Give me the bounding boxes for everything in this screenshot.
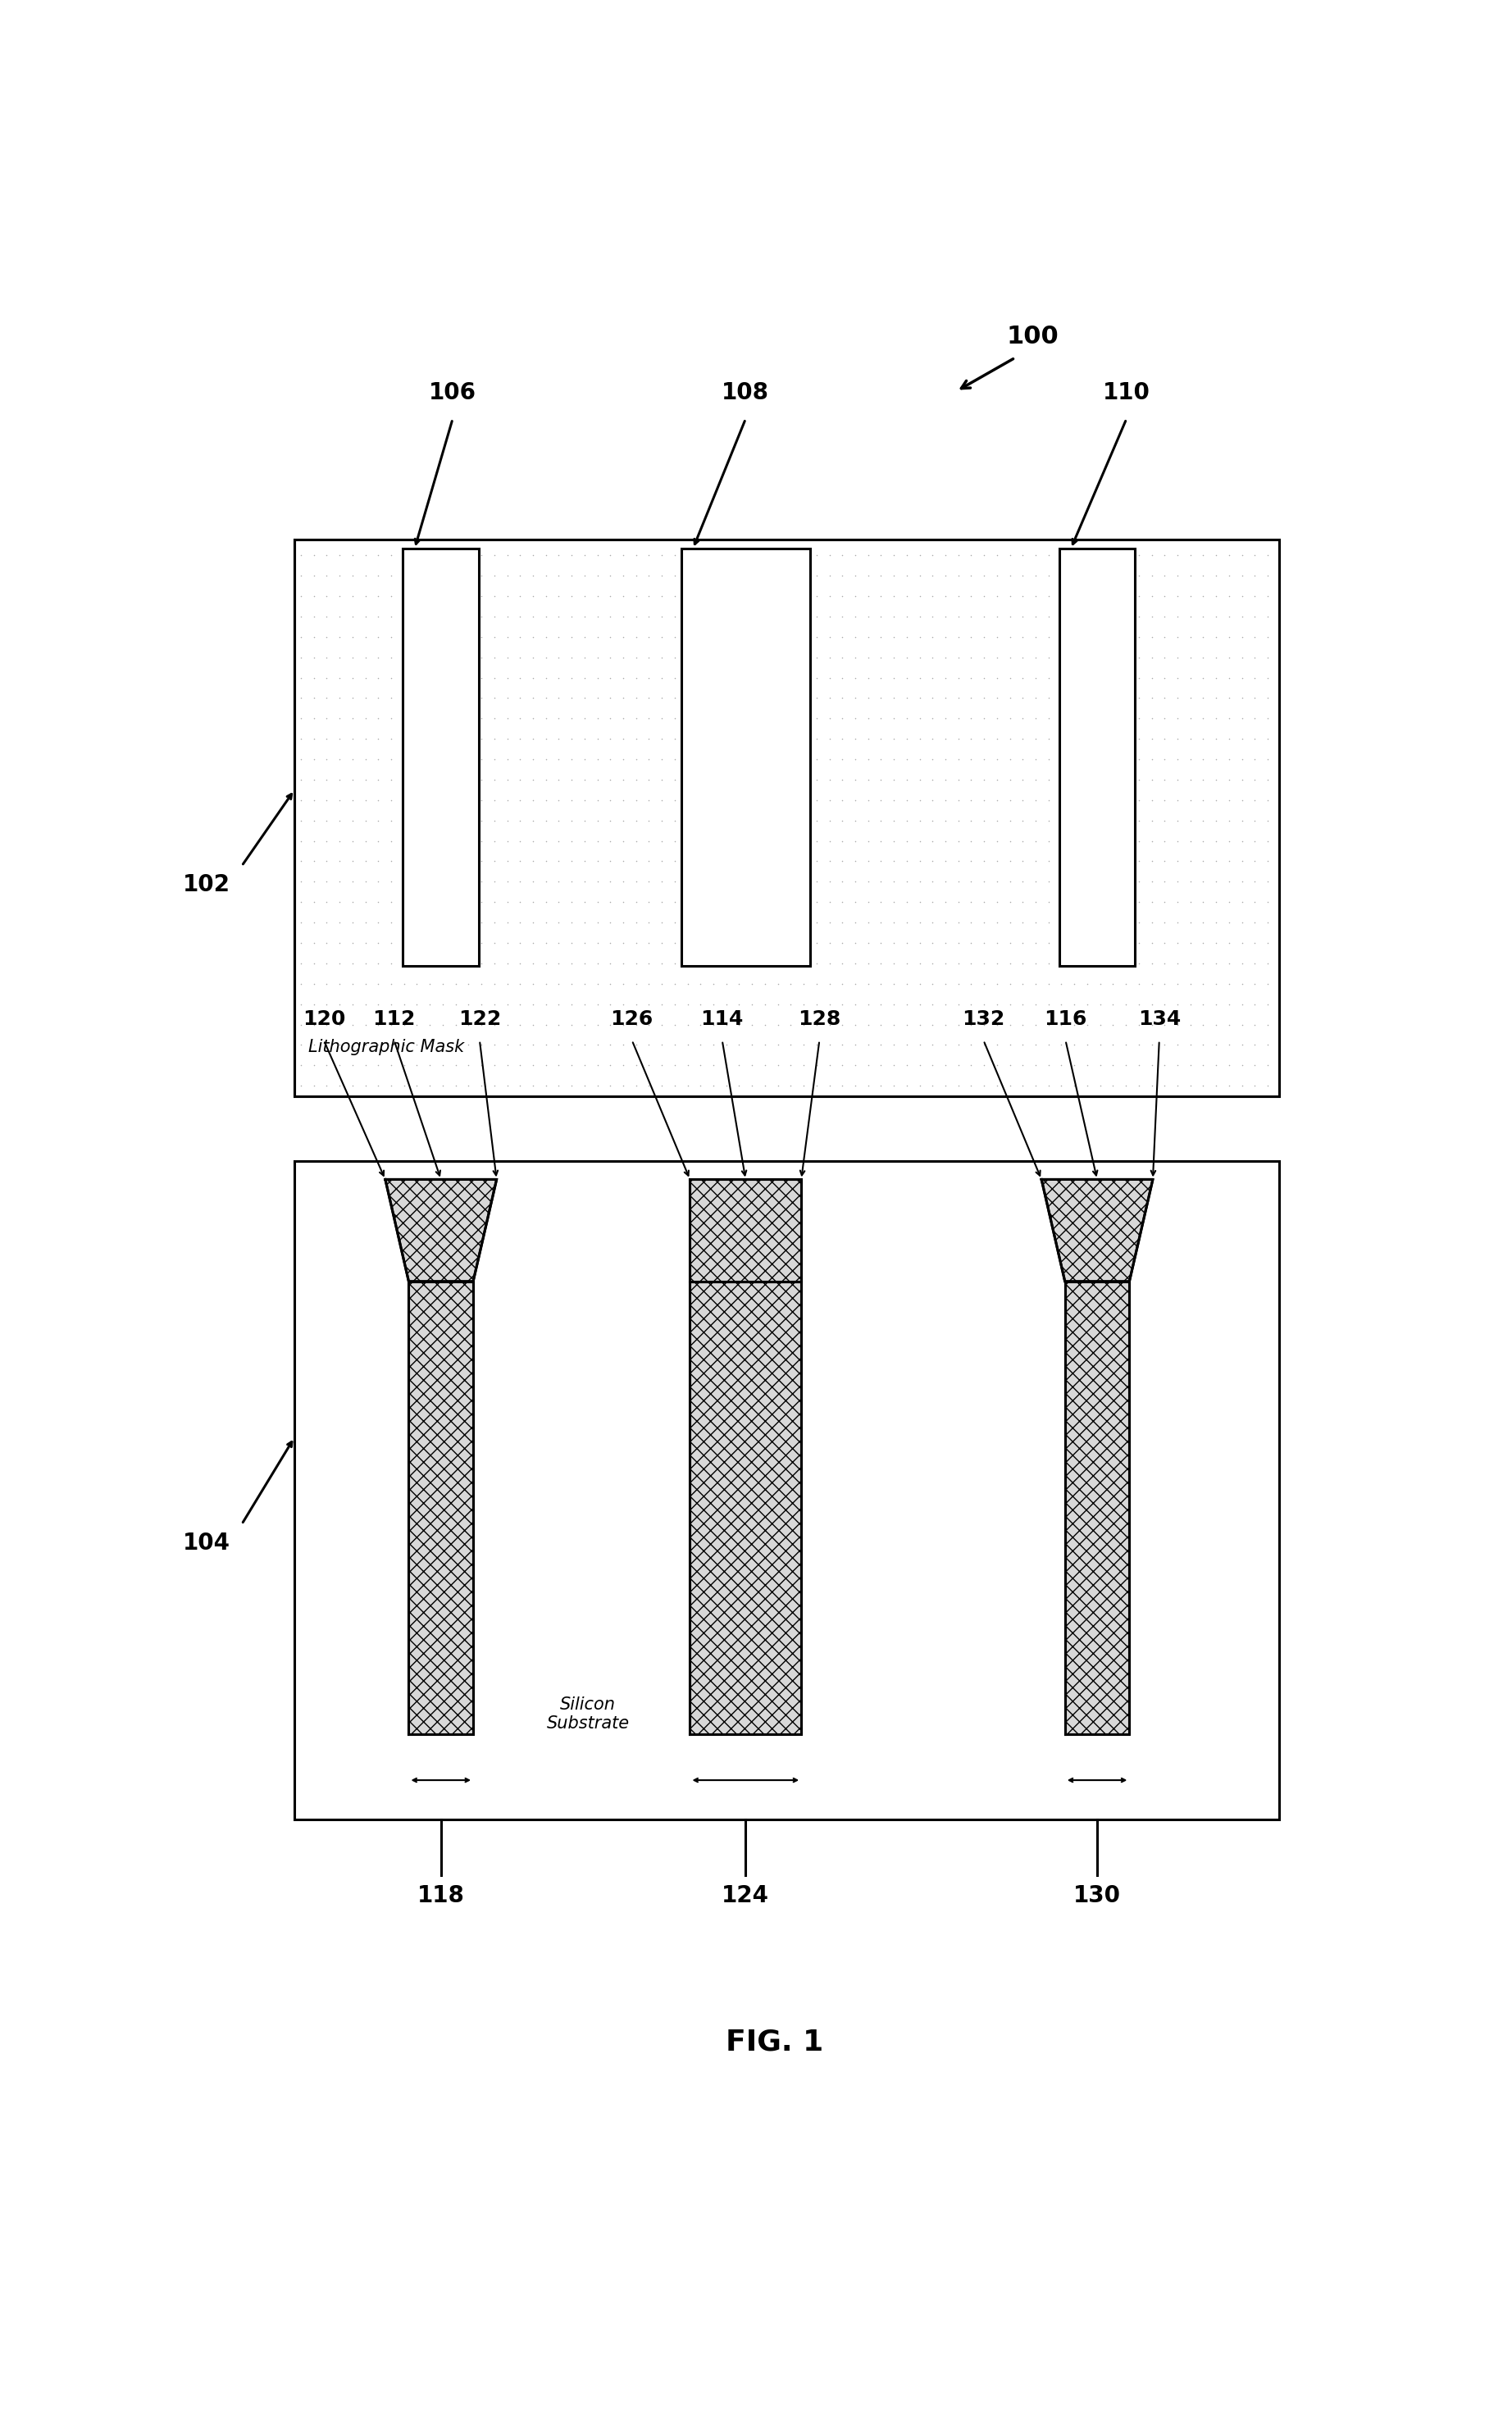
Text: 130: 130 <box>1074 1884 1120 1908</box>
Text: Lithographic Mask: Lithographic Mask <box>308 1038 464 1055</box>
Text: 124: 124 <box>721 1884 770 1908</box>
Text: 128: 128 <box>798 1009 841 1029</box>
Bar <box>689 1282 801 1734</box>
Text: 126: 126 <box>611 1009 653 1029</box>
Text: 100: 100 <box>1007 325 1058 349</box>
Text: 122: 122 <box>458 1009 500 1029</box>
Bar <box>408 1282 473 1734</box>
Text: 114: 114 <box>700 1009 744 1029</box>
Bar <box>295 540 1279 1096</box>
Text: 110: 110 <box>1102 381 1151 405</box>
Text: 118: 118 <box>417 1884 464 1908</box>
Bar <box>402 549 479 966</box>
Text: 134: 134 <box>1139 1009 1181 1029</box>
Text: 120: 120 <box>302 1009 345 1029</box>
Text: 104: 104 <box>183 1532 230 1554</box>
Text: 108: 108 <box>721 381 770 405</box>
Text: 132: 132 <box>962 1009 1005 1029</box>
Bar <box>295 540 1279 1096</box>
Polygon shape <box>386 1180 496 1282</box>
Text: Silicon
Substrate: Silicon Substrate <box>546 1696 629 1732</box>
Text: FIG. 1: FIG. 1 <box>726 2028 824 2055</box>
Polygon shape <box>689 1180 801 1282</box>
Text: 116: 116 <box>1043 1009 1087 1029</box>
Polygon shape <box>1042 1180 1152 1282</box>
Bar <box>680 549 810 966</box>
Bar <box>1064 1282 1129 1734</box>
Bar <box>295 1161 1279 1819</box>
Bar <box>1058 549 1136 966</box>
Text: 112: 112 <box>372 1009 416 1029</box>
Text: 106: 106 <box>429 381 476 405</box>
Text: 102: 102 <box>183 872 230 896</box>
